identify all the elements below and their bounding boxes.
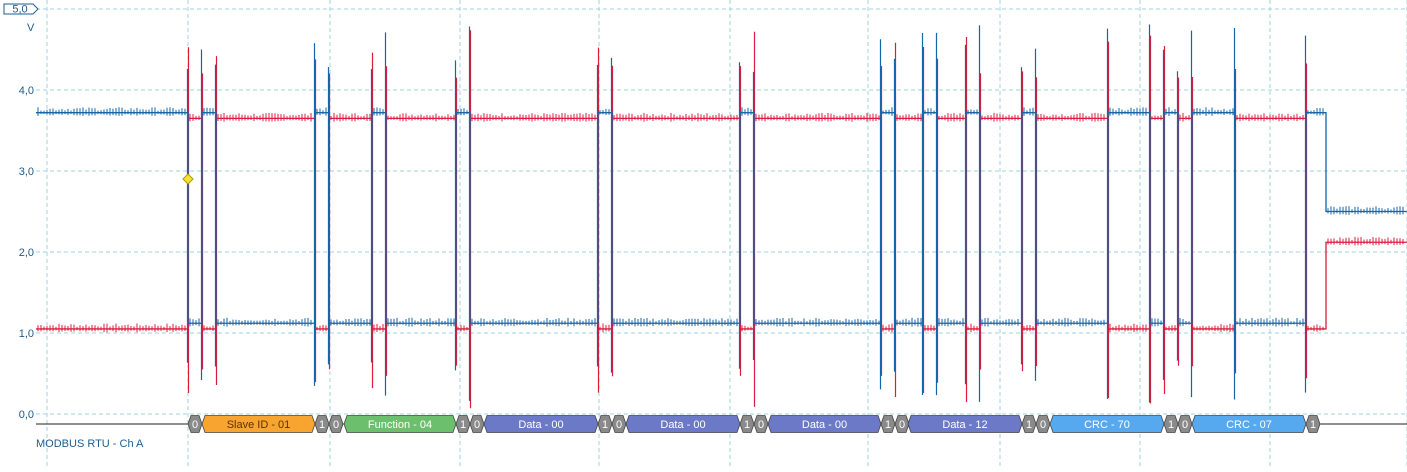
decoder-field-data[interactable]: Data - 00 [767,415,882,433]
trigger-marker-icon[interactable] [182,173,194,185]
decoder-cell-label: 1 [602,419,608,431]
decoder-cell-shape [597,415,613,433]
decoder-cell-shape [739,415,755,433]
decoder-cell-label: 0 [899,419,905,431]
decoder-bit-cell[interactable]: 0 [753,415,769,433]
decoder-cell-shape [483,415,599,433]
decoder-cell-shape [1021,415,1037,433]
decoder-cell-shape [328,415,344,433]
decoder-cell-label: CRC - 70 [1084,419,1130,431]
decoder-cell-shape [1049,415,1165,433]
signal-trace [36,112,1407,324]
decoder-bit-cell[interactable]: 1 [314,415,330,433]
decoder-field-crc[interactable]: CRC - 70 [1049,415,1165,433]
grid-lines [36,0,1407,467]
signal-noise [37,107,1404,327]
decoder-cell-shape [767,415,882,433]
decoder-cell-label: 0 [333,419,339,431]
decoder-cell-label: 0 [616,419,622,431]
decoder-cell-shape [880,415,896,433]
y-tick-label: 2,0 [19,247,34,259]
decoder-bit-cell[interactable]: 0 [1035,415,1051,433]
decoder-cell-shape [314,415,330,433]
y-tick-labels: 0,0 1,0 2,0 3,0 4,0 [19,85,34,421]
decoder-bit-cell[interactable]: 1 [1021,415,1037,433]
decoder-field-slave[interactable]: Slave ID - 01 [201,415,316,433]
decoder-bar: 0 Slave ID - 01 1 0 Function - 04 1 0 Data - 00… [36,415,1407,433]
decoder-cell-label: 0 [758,419,764,431]
decoder-bit-cell[interactable]: 1 [455,415,471,433]
y-tick-label: 0,0 [19,409,34,421]
decoder-cell-label: 1 [1310,419,1316,431]
decoder-channel-label: MODBUS RTU - Ch A [36,438,144,450]
decoder-field-data[interactable]: Data - 12 [907,415,1023,433]
decoder-bit-cell[interactable]: 1 [739,415,755,433]
decoder-field-function[interactable]: Function - 04 [343,415,457,433]
signal-noise [37,112,1404,333]
decoder-cell-shape [343,415,457,433]
y-tick-label: 3,0 [19,166,34,178]
decoder-cell-label: 0 [474,419,480,431]
range-indicator[interactable]: 5,0 [3,3,39,16]
decoder-bit-cell[interactable]: 0 [469,415,485,433]
decoder-cell-label: 1 [744,419,750,431]
decoder-bit-cell[interactable]: 1 [1305,415,1321,433]
decoder-cell-shape [1191,415,1307,433]
decoder-cell-label: 0 [1040,419,1046,431]
decoder-cell-shape [907,415,1023,433]
edge-spikes [187,30,1308,409]
decoder-cell-label: 1 [1026,419,1032,431]
decoder-bit-cell[interactable]: 1 [1163,415,1179,433]
decoder-cell-label: 1 [460,419,466,431]
signal-trace [36,117,1407,330]
decoder-cell-shape [201,415,316,433]
decoder-cell-label: 1 [885,419,891,431]
decoder-cell-shape [187,415,203,433]
decoder-field-crc[interactable]: CRC - 07 [1191,415,1307,433]
decoder-cell-shape [753,415,769,433]
decoder-cell-shape [469,415,485,433]
decoder-cell-shape [625,415,741,433]
y-tick-label: 1,0 [19,328,34,340]
decoder-cell-shape [455,415,471,433]
decoder-cell-shape [1305,415,1321,433]
decoder-bit-cell[interactable]: 0 [894,415,910,433]
traces [36,24,1407,409]
decoder-cell-label: Data - 12 [942,419,987,431]
decoder-field-data[interactable]: Data - 00 [483,415,599,433]
decoder-bit-cell[interactable]: 1 [880,415,896,433]
y-tick-label: 4,0 [19,85,34,97]
decoder-cell-label: 1 [1168,419,1174,431]
y-unit-label: V [27,22,35,34]
decoder-cell-label: Data - 00 [518,419,563,431]
decoder-cell-shape [1035,415,1051,433]
decoder-cell-label: Function - 04 [368,419,432,431]
decoder-cell-shape [894,415,910,433]
decoder-cell-label: Data - 00 [802,419,847,431]
decoder-field-data[interactable]: Data - 00 [625,415,741,433]
range-marker-shape [3,3,39,15]
decoder-bit-cell[interactable]: 1 [597,415,613,433]
range-label: 5,0 [12,4,27,16]
decoder-cell-label: 1 [319,419,325,431]
decoder-bit-cell[interactable]: 0 [328,415,344,433]
decoder-cell-shape [1163,415,1179,433]
decoder-bit-cell[interactable]: 0 [611,415,627,433]
decoder-cell-label: 0 [192,419,198,431]
decoder-cell-label: 0 [1182,419,1188,431]
decoder-cell-label: Data - 00 [660,419,705,431]
decoder-cell-shape [1177,415,1193,433]
decoder-cell-shape [611,415,627,433]
edge-spikes [186,24,1307,403]
decoder-cell-label: Slave ID - 01 [227,419,291,431]
decoder-bit-cell[interactable]: 0 [1177,415,1193,433]
decoder-cell-label: CRC - 07 [1226,419,1272,431]
decoder-bit-cell[interactable]: 0 [187,415,203,433]
